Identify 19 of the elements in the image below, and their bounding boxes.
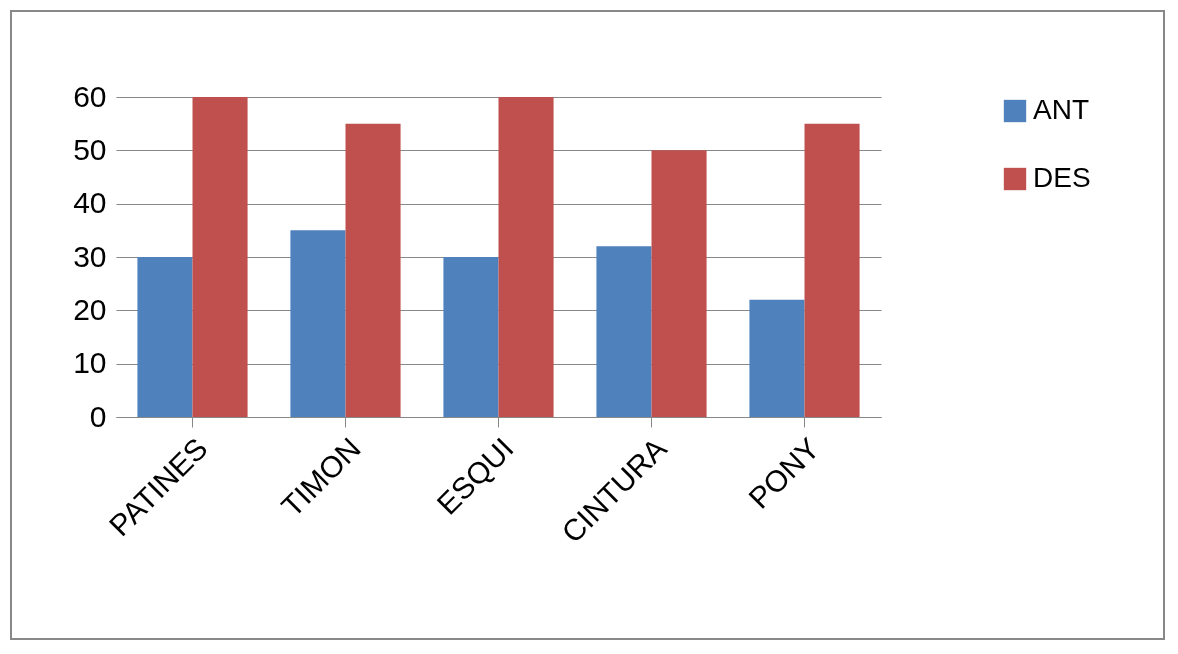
- bar: [498, 97, 554, 417]
- y-tick-label: 60: [73, 79, 107, 113]
- bar: [804, 123, 860, 417]
- bar: [749, 299, 805, 417]
- y-tick-label: 30: [73, 239, 107, 273]
- y-tick-label: 0: [89, 399, 107, 433]
- y-tick-label: 40: [73, 186, 107, 220]
- y-tick-label: 10: [73, 346, 107, 380]
- bar: [596, 246, 652, 417]
- legend-label: ANT: [1033, 94, 1089, 125]
- y-tick-label: 20: [73, 292, 107, 326]
- bar: [345, 123, 401, 417]
- bar: [651, 150, 707, 417]
- bar: [137, 257, 193, 417]
- bar: [290, 230, 346, 417]
- legend-label: DES: [1033, 162, 1091, 193]
- bar: [443, 257, 499, 417]
- bar: [192, 97, 248, 417]
- y-tick-label: 50: [73, 132, 107, 166]
